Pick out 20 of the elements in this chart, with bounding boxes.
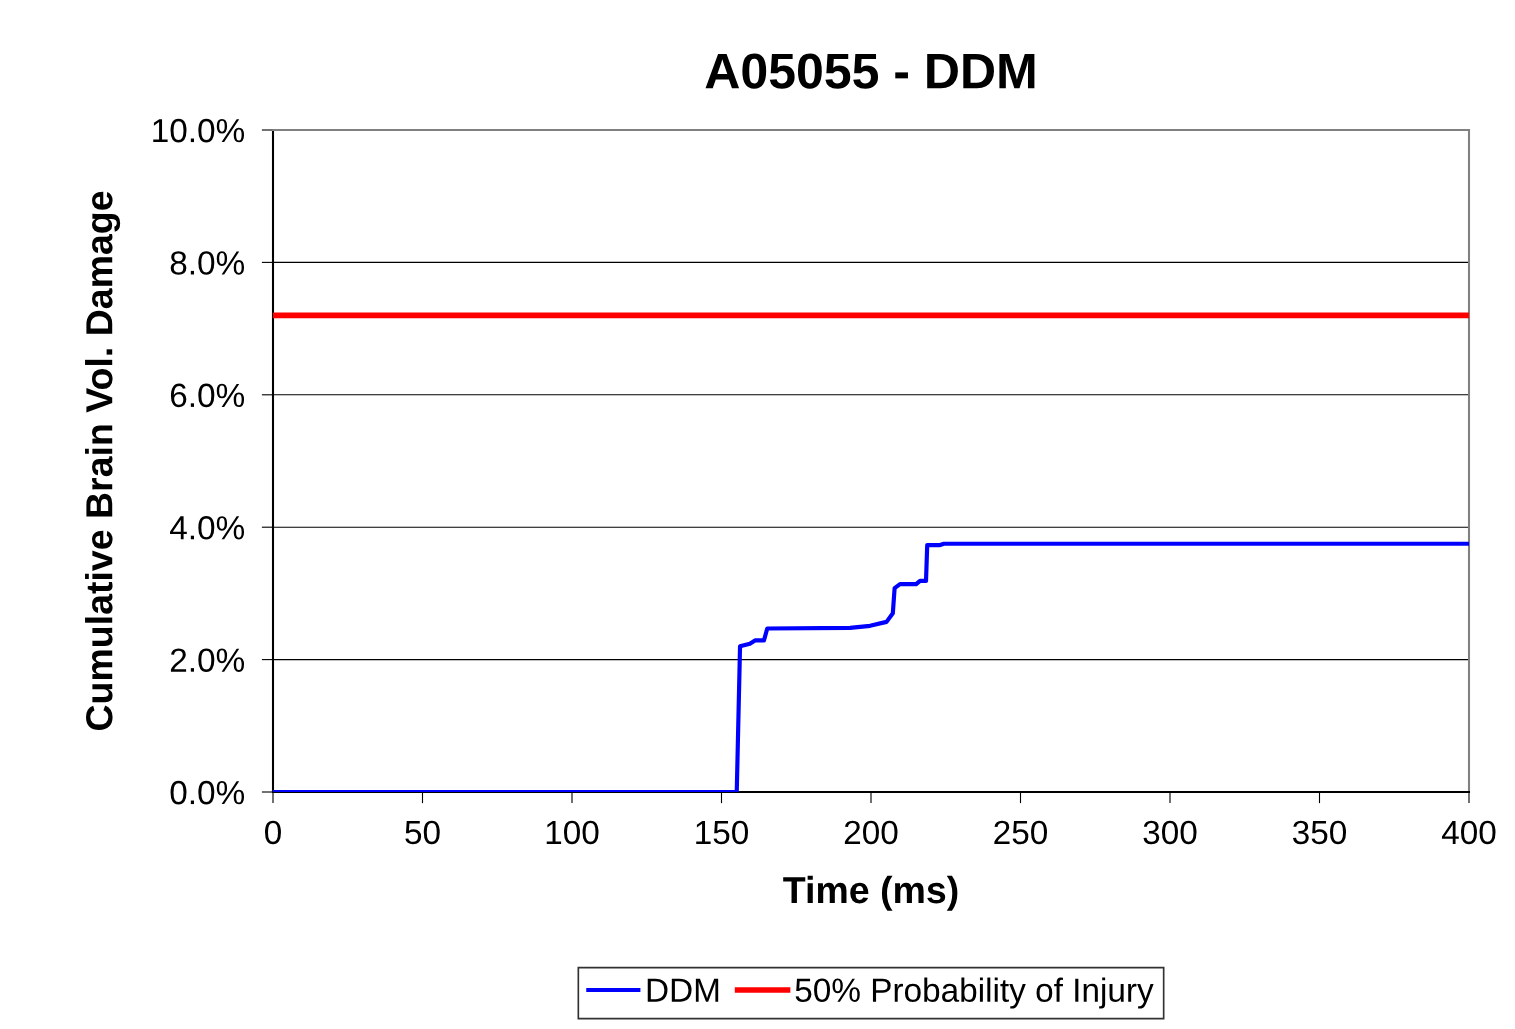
x-tick-label: 400 (1441, 820, 1496, 845)
chart-title: A05055 - DDM (705, 53, 1035, 89)
x-tick-label: 150 (696, 820, 749, 845)
x-tick-label: 50 (405, 820, 440, 845)
x-tick-label: 0 (265, 820, 281, 845)
y-tick-label: 10.0% (153, 118, 245, 143)
y-axis-title: Cumulative Brain Vol. Damage (85, 191, 121, 731)
y-tick-label: 0.0% (170, 780, 245, 805)
legend-label: DDM (647, 978, 719, 1002)
x-tick-label: 350 (1292, 820, 1347, 845)
x-tick-label: 100 (546, 820, 599, 845)
x-tick-label: 250 (994, 820, 1048, 845)
x-tick-label: 200 (844, 820, 898, 845)
y-tick-label: 4.0% (170, 516, 245, 540)
x-tick-label: 300 (1143, 820, 1197, 845)
y-tick-label: 8.0% (170, 251, 245, 275)
y-tick-label: 2.0% (170, 648, 245, 673)
x-axis-title: Time (ms) (783, 875, 958, 911)
y-tick-label: 6.0% (170, 383, 245, 408)
legend-label: 50% Probability of Injury (795, 977, 1154, 1009)
